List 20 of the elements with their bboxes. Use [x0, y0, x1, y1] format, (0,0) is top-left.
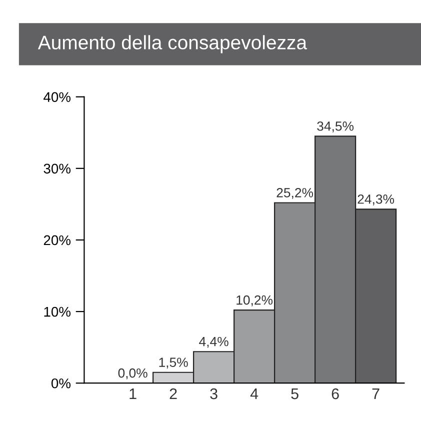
data-label: 24,3%: [358, 194, 394, 206]
x-tick-label: 5: [291, 388, 298, 400]
data-label: 34,5%: [317, 121, 354, 132]
data-label: 4,4%: [199, 336, 228, 348]
data-label: 25,2%: [276, 188, 314, 199]
x-tick-label: 4: [250, 388, 258, 400]
data-label: 1,5%: [159, 358, 188, 369]
y-tick-label: 10%: [44, 306, 71, 317]
y-tick-label: 30%: [44, 164, 71, 174]
y-tick-label: 20%: [44, 235, 71, 246]
x-tick-label: 3: [210, 388, 218, 400]
x-tick-label: 7: [372, 388, 380, 400]
chart-title: Aumento della consapevolezza: [38, 35, 308, 54]
data-label: 0,0%: [118, 368, 148, 380]
y-tick-label: 0%: [51, 378, 71, 388]
y-tick-label: 40%: [44, 92, 71, 102]
x-tick-label: 1: [130, 388, 136, 400]
data-label: 10,2%: [236, 295, 273, 306]
x-tick-label: 2: [170, 388, 177, 400]
x-tick-label: 6: [332, 388, 339, 400]
